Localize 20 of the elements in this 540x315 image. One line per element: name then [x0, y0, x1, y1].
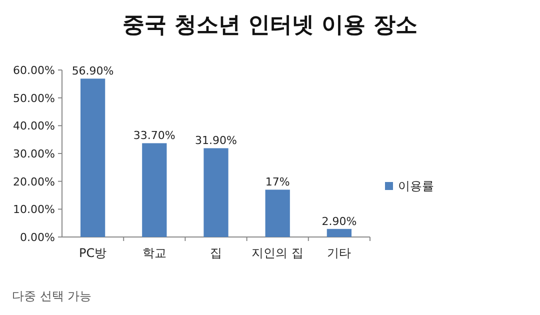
ytick: 10.00% [13, 203, 55, 216]
data-label: 33.70% [133, 129, 176, 142]
title: 중국 청소년 인터넷 이용 장소 [122, 13, 418, 38]
data-label: 2.90% [322, 214, 357, 228]
ytick: 30.00% [13, 148, 55, 160]
legend: 이용률 [398, 179, 434, 193]
ytick: 60.00% [13, 64, 55, 77]
xtick: PC방 [79, 246, 107, 260]
xtick: 지인의 집 [252, 246, 304, 260]
xtick: 학교 [142, 246, 166, 260]
ytick: 20.00% [13, 175, 55, 188]
ytick: 50.00% [13, 92, 55, 105]
data-label: 56.90% [72, 64, 114, 78]
ytick: 0.00% [20, 231, 55, 244]
xtick: 집 [210, 246, 222, 260]
ytick: 40.00% [13, 120, 55, 133]
xtick: 기타 [327, 246, 352, 260]
data-label: 17% [265, 176, 290, 189]
data-label: 31.90% [195, 134, 237, 148]
annotation: 다중 선택 가능 [12, 289, 92, 303]
